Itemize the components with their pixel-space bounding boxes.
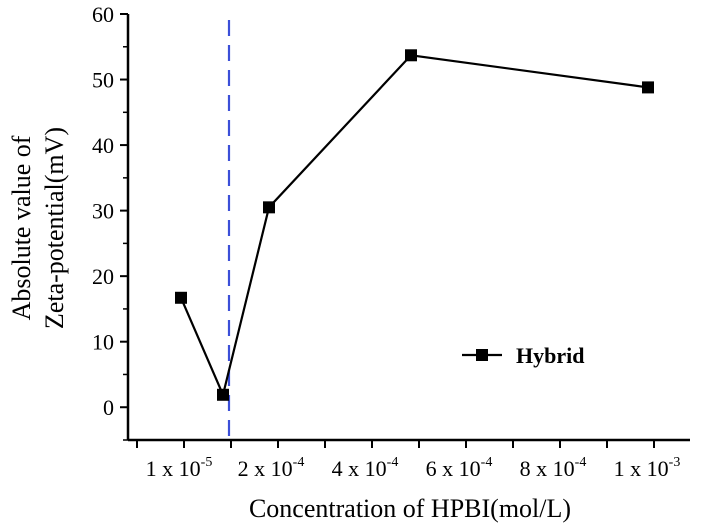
y-tick-label: 10 bbox=[92, 330, 114, 355]
y-tick-label: 50 bbox=[92, 68, 114, 93]
legend-marker bbox=[476, 349, 488, 361]
y-axis-title: Absolute value of Zeta-potential(mV) bbox=[7, 127, 69, 329]
data-point-marker bbox=[642, 81, 654, 94]
data-point-marker bbox=[405, 49, 417, 62]
legend-label: Hybrid bbox=[516, 343, 584, 368]
axes bbox=[126, 14, 690, 442]
series-hybrid bbox=[175, 49, 654, 401]
x-tick-label: 1 x 10-5 bbox=[146, 455, 213, 481]
x-axis-title: Concentration of HPBI(mol/L) bbox=[249, 494, 571, 523]
data-point-marker bbox=[175, 291, 187, 304]
x-tick-label: 2 x 10-4 bbox=[238, 455, 305, 481]
y-tick-label: 30 bbox=[92, 199, 114, 224]
y-axis-ticks: 0 10 20 30 40 50 60 bbox=[92, 2, 128, 441]
x-tick-label: 1 x 10-3 bbox=[614, 455, 681, 481]
data-point-marker bbox=[263, 201, 275, 214]
y-tick-label: 0 bbox=[103, 395, 114, 420]
x-tick-label: 6 x 10-4 bbox=[426, 455, 493, 481]
x-axis-ticks: 1 x 10-5 2 x 10-4 4 x 10-4 6 x 10-4 8 x 10-4… bbox=[136, 440, 681, 481]
y-tick-label: 20 bbox=[92, 264, 114, 289]
legend: Hybrid bbox=[462, 343, 584, 368]
data-point-marker bbox=[217, 388, 229, 401]
y-tick-label: 40 bbox=[92, 133, 114, 158]
y-tick-label: 60 bbox=[92, 2, 114, 27]
x-tick-label: 4 x 10-4 bbox=[332, 455, 399, 481]
x-tick-label: 8 x 10-4 bbox=[520, 455, 587, 481]
